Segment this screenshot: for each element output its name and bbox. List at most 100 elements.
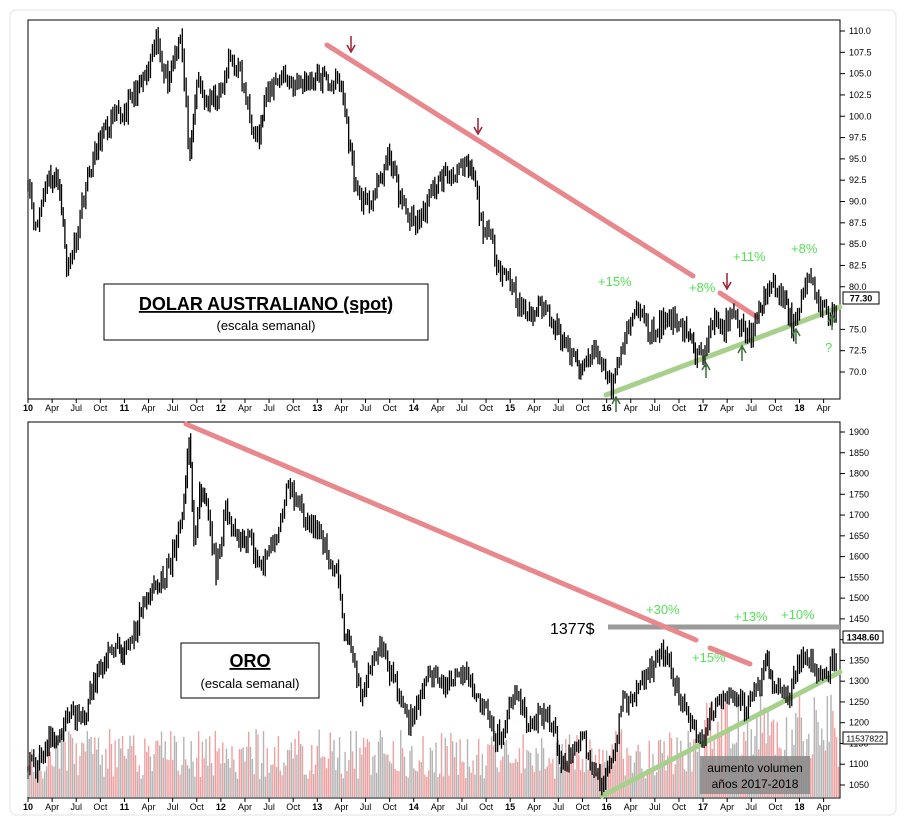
percent-label: +10% xyxy=(781,607,815,622)
arrow-up-icon xyxy=(737,344,747,361)
volume-bar xyxy=(422,736,424,797)
y-tick-label: 82.5 xyxy=(849,260,867,270)
volume-bar xyxy=(602,749,604,797)
x-tick-label: Oct xyxy=(93,802,108,812)
y-tick-label: 1050 xyxy=(849,780,869,790)
volume-bar xyxy=(166,759,168,797)
volume-bar xyxy=(272,764,274,797)
volume-bar xyxy=(183,736,185,797)
volume-bar xyxy=(798,695,801,797)
aud-title-box: DOLAR AUSTRALIANO (spot) (escala semanal… xyxy=(103,283,429,341)
volume-bar xyxy=(157,740,159,797)
volume-bar xyxy=(362,737,365,797)
volume-bar xyxy=(481,754,484,797)
volume-bar xyxy=(160,731,163,797)
volume-bar xyxy=(201,741,204,797)
volume-bar xyxy=(661,753,663,797)
volume-bar xyxy=(121,735,124,797)
volume-bar xyxy=(477,738,480,797)
volume-bar xyxy=(407,777,409,797)
x-tick-label: 12 xyxy=(216,403,226,413)
y-tick-label: 1800 xyxy=(849,469,869,479)
volume-bar xyxy=(626,747,628,797)
volume-bar xyxy=(537,753,539,797)
volume-bar xyxy=(238,749,241,797)
percent-label: +13% xyxy=(734,609,768,624)
volume-bar xyxy=(665,770,667,797)
volume-bar xyxy=(149,756,152,797)
volume-bar xyxy=(218,748,220,797)
volume-bar xyxy=(364,747,367,797)
volume-bar xyxy=(630,755,632,797)
x-tick-label: 18 xyxy=(794,403,804,413)
question-mark: ? xyxy=(825,340,832,355)
volume-note-line1: aumento volumen xyxy=(707,761,802,775)
volume-bar xyxy=(411,745,413,797)
volume-bar xyxy=(483,778,485,797)
volume-bar xyxy=(348,759,350,797)
x-tick-label: 13 xyxy=(312,403,322,413)
volume-bar xyxy=(687,730,689,797)
x-tick-label: 10 xyxy=(23,802,33,812)
x-tick-label: Apr xyxy=(527,403,541,413)
x-tick-label: Apr xyxy=(45,802,59,812)
x-tick-label: Apr xyxy=(817,403,831,413)
x-tick-label: Apr xyxy=(817,802,831,812)
x-tick-label: 12 xyxy=(216,802,226,812)
gold-volume-value: 11537822 xyxy=(846,734,883,744)
aud-title: DOLAR AUSTRALIANO (spot) xyxy=(139,294,393,314)
gold-support-line xyxy=(599,669,843,799)
volume-bar xyxy=(82,743,85,797)
volume-bar xyxy=(641,768,643,797)
gold-resistance-line-short xyxy=(707,645,753,667)
y-tick-label: 1650 xyxy=(849,531,869,541)
volume-bar xyxy=(706,702,708,797)
aud-support-line xyxy=(603,304,843,398)
volume-bar xyxy=(381,737,383,797)
volume-bar xyxy=(71,738,74,797)
volume-bar xyxy=(383,753,385,797)
gold-title: ORO xyxy=(229,651,270,671)
volume-bar xyxy=(114,740,116,797)
volume-bar xyxy=(116,767,118,797)
y-tick-label: 92.5 xyxy=(849,175,867,185)
volume-bar xyxy=(691,771,693,797)
x-tick-label: Apr xyxy=(431,403,445,413)
volume-bar xyxy=(542,748,545,797)
x-tick-label: Jul xyxy=(553,802,565,812)
aud-down-arrows xyxy=(346,36,732,291)
volume-bar xyxy=(385,754,387,797)
volume-bar xyxy=(136,771,139,797)
volume-bar xyxy=(427,770,430,797)
x-tick-label: Apr xyxy=(624,403,638,413)
volume-bar xyxy=(235,771,237,797)
volume-bar xyxy=(835,737,838,797)
volume-bar xyxy=(294,738,296,797)
aud-plot-area xyxy=(27,19,841,400)
x-tick-label: Oct xyxy=(768,802,783,812)
volume-bar xyxy=(264,776,267,797)
volume-bar xyxy=(66,770,68,797)
volume-bar xyxy=(502,756,504,797)
volume-bar xyxy=(346,770,348,797)
volume-bar xyxy=(574,769,576,797)
volume-bar xyxy=(609,755,612,797)
percent-label: +8% xyxy=(791,241,818,256)
volume-bar xyxy=(88,739,90,797)
volume-bar xyxy=(674,764,676,797)
volume-bar xyxy=(587,769,589,797)
x-tick-label: Apr xyxy=(527,802,541,812)
volume-bar xyxy=(435,742,437,797)
gold-last-value: 1348.60 xyxy=(847,633,880,643)
volume-bar xyxy=(615,730,617,797)
volume-bar xyxy=(650,771,652,797)
x-tick-label: 13 xyxy=(312,802,322,812)
y-tick-label: 105.0 xyxy=(849,69,872,79)
volume-bar xyxy=(496,767,498,797)
volume-bar xyxy=(168,760,170,797)
volume-bar xyxy=(355,731,357,797)
volume-bar xyxy=(108,729,111,797)
volume-bar xyxy=(196,757,198,797)
volume-bar xyxy=(388,761,391,797)
gold-subtitle: (escala semanal) xyxy=(201,676,300,691)
